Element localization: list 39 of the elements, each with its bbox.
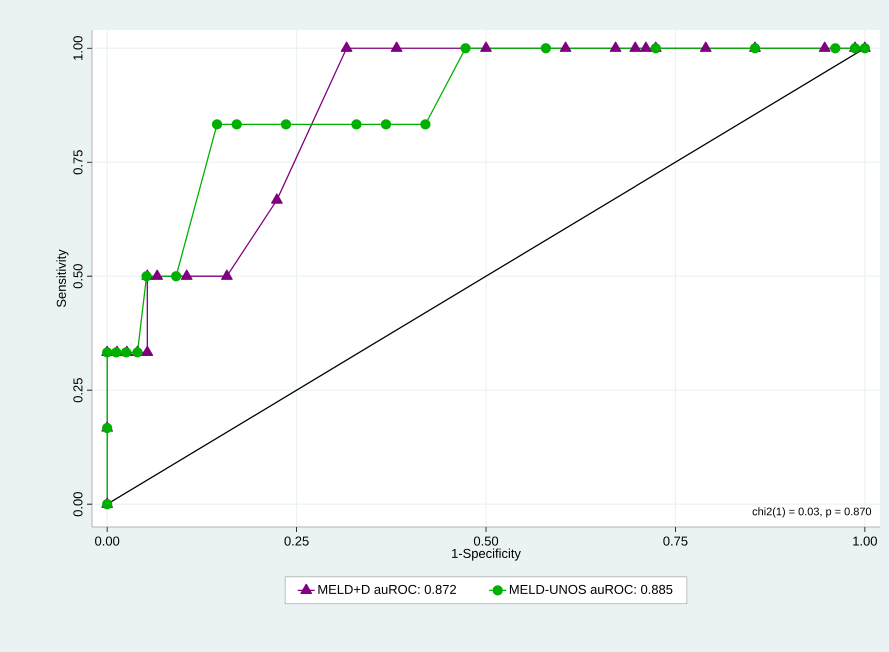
- point: [830, 43, 840, 54]
- point: [340, 42, 352, 52]
- y-tick-label: 0.50: [73, 264, 83, 288]
- point: [271, 193, 283, 204]
- x-tick-label: 1.00: [853, 536, 877, 546]
- annotation: chi2(1) = 0.03, p = 0.870: [752, 507, 872, 518]
- point: [141, 346, 154, 356]
- point: [212, 119, 222, 130]
- y-tick-label: 0.25: [73, 378, 83, 402]
- x-tick-label: 0.00: [95, 536, 120, 546]
- point: [232, 119, 242, 130]
- point: [151, 270, 163, 280]
- x-tick-label: 0.50: [474, 536, 498, 546]
- point: [351, 119, 362, 130]
- x-tick-label: 0.75: [663, 536, 688, 546]
- point: [221, 270, 233, 280]
- point: [460, 43, 471, 54]
- point: [560, 42, 572, 52]
- y-tick-label: 1.00: [73, 36, 83, 60]
- point: [180, 270, 193, 280]
- y-tick-label: 0.75: [73, 150, 83, 174]
- point: [540, 43, 551, 54]
- y-tick-label: 0.00: [73, 492, 83, 516]
- point: [420, 119, 431, 130]
- point: [170, 271, 182, 282]
- point: [380, 119, 392, 130]
- point: [610, 42, 622, 52]
- point: [629, 42, 642, 52]
- legend-label: MELD+D auROC: 0.872: [318, 584, 456, 594]
- point: [640, 42, 652, 52]
- y-axis-title: Sensitivity: [56, 249, 68, 308]
- point: [818, 42, 831, 52]
- legend-label: MELD-UNOS auROC: 0.885: [510, 584, 672, 594]
- point: [700, 42, 712, 52]
- x-axis-title: 1-Specificity: [452, 548, 521, 561]
- x-tick-label: 0.25: [284, 536, 309, 546]
- point: [480, 42, 492, 52]
- point: [390, 42, 402, 52]
- point: [280, 119, 292, 130]
